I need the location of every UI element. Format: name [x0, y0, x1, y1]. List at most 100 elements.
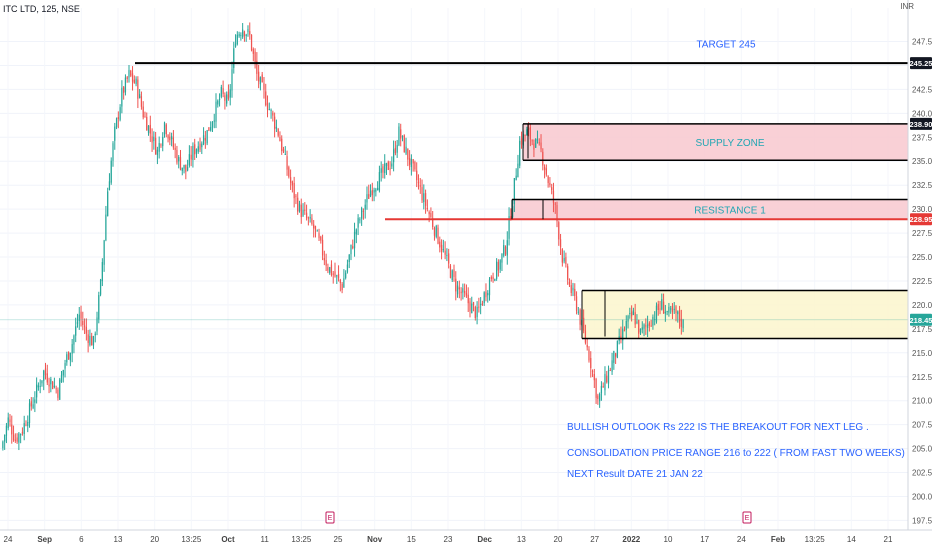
y-tick-label: 227.50: [912, 229, 932, 238]
candle-body: [480, 304, 482, 306]
candle-body: [533, 143, 535, 150]
x-tick-label: 2022: [622, 535, 640, 544]
candle-body: [194, 144, 196, 155]
candle-body: [398, 126, 400, 146]
candle-body: [481, 303, 484, 305]
candle-body: [607, 369, 610, 384]
candle-body: [12, 434, 15, 441]
candle-body: [274, 116, 276, 129]
candle-body: [60, 374, 63, 382]
candle-body: [103, 240, 105, 265]
x-tick-label: 13:25: [291, 535, 312, 544]
candle-body: [176, 149, 178, 163]
candle-body: [325, 260, 327, 266]
candle-body: [217, 100, 219, 105]
currency-label: INR: [900, 2, 914, 11]
y-tick-label: 232.50: [912, 181, 932, 190]
candle-body: [314, 225, 317, 230]
candle-body: [295, 195, 297, 197]
candle-body: [661, 299, 663, 310]
y-tick-label: 200.00: [912, 492, 932, 501]
candle-body: [451, 270, 453, 281]
candle-body: [211, 121, 214, 128]
candle-body: [300, 204, 302, 218]
candle-body: [343, 278, 345, 288]
candle-body: [460, 291, 462, 294]
candle-body: [128, 70, 130, 78]
candle-body: [433, 227, 436, 236]
candle-body: [226, 94, 228, 104]
candle-body: [305, 212, 308, 218]
candle-body: [442, 249, 444, 251]
candle-body: [666, 310, 668, 312]
candle-body: [630, 311, 633, 317]
candle-body: [579, 309, 581, 325]
price-tag: [910, 213, 932, 226]
candle-body: [2, 441, 4, 449]
candle-body: [464, 290, 466, 294]
candle-body: [407, 148, 409, 160]
symbol-header: ITC LTD, 125, NSE: [3, 4, 80, 14]
candle-body: [380, 168, 382, 173]
candle-body: [250, 34, 253, 51]
candle-body: [529, 127, 531, 140]
candle-body: [572, 287, 574, 291]
candle-body: [536, 139, 539, 141]
candle-body: [636, 321, 638, 323]
candle-body: [110, 160, 112, 183]
candle-body: [565, 257, 567, 265]
candle-body: [53, 385, 56, 388]
candle-body: [611, 360, 613, 372]
candle-body: [186, 167, 189, 171]
x-tick-label: 6: [79, 535, 84, 544]
consolidation-zone: [582, 290, 908, 339]
candle-body: [291, 181, 294, 186]
candle-body: [119, 107, 121, 120]
candle-body: [492, 276, 494, 280]
candle-body: [9, 419, 11, 423]
candle-body: [538, 142, 540, 144]
price-tag: [910, 57, 932, 70]
candle-body: [302, 209, 304, 216]
candle-body: [137, 79, 139, 99]
candle-body: [298, 203, 301, 212]
candle-body: [146, 116, 148, 131]
candle-body: [623, 330, 626, 332]
candle-body: [634, 312, 636, 325]
bullish-annotation: BULLISH OUTLOOK Rs 222 IS THE BREAKOUT F…: [567, 422, 869, 433]
candle-body: [69, 352, 71, 361]
candle-body: [201, 143, 203, 148]
candle-body: [309, 216, 311, 219]
candle-body: [419, 185, 421, 187]
candle-body: [629, 313, 631, 315]
candle-body: [519, 140, 521, 166]
candle-body: [654, 319, 656, 321]
y-tick-label: 220.00: [912, 301, 932, 310]
candle-body: [350, 244, 352, 255]
candle-body: [215, 101, 217, 122]
candle-body: [403, 135, 405, 153]
candle-body: [108, 181, 111, 191]
candle-body: [643, 324, 645, 329]
candle-body: [432, 219, 434, 227]
candle-body: [36, 384, 38, 398]
x-tick-label: 15: [407, 535, 416, 544]
candle-body: [410, 158, 412, 167]
candle-body: [638, 319, 640, 334]
candle-body: [197, 146, 199, 152]
candle-body: [446, 254, 448, 256]
candle-body: [204, 138, 206, 141]
candle-body: [510, 216, 512, 219]
y-tick-label: 212.50: [912, 373, 932, 382]
candle-body: [673, 308, 675, 310]
y-tick-label: 225.00: [912, 253, 932, 262]
candle-body: [293, 182, 295, 199]
candle-body: [304, 209, 306, 211]
candle-body: [373, 189, 375, 193]
y-tick-label: 202.50: [912, 469, 932, 478]
candle-body: [574, 288, 576, 296]
candle-body: [20, 434, 22, 436]
candle-body: [80, 311, 82, 319]
candle-body: [258, 71, 260, 82]
